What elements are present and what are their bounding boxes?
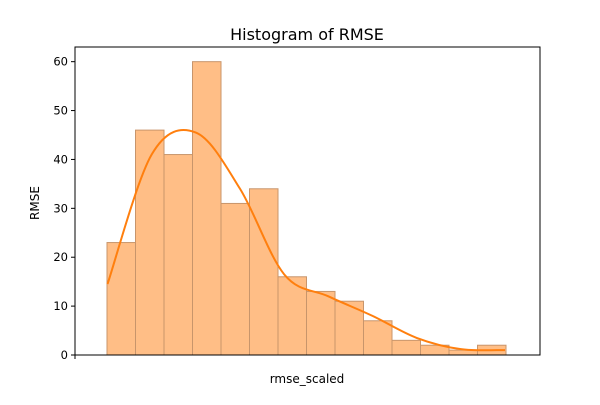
plot-area: 0 10 20 30 40 50 60 [53, 46, 541, 362]
density-curve [106, 129, 506, 352]
y-tick-label: 30 [53, 201, 68, 215]
histogram-bar [306, 290, 336, 356]
y-tick-label: 40 [53, 152, 68, 166]
histogram-bar [106, 242, 136, 356]
histogram-bar [220, 202, 250, 356]
histogram-bar [363, 320, 393, 356]
histogram-bar [163, 154, 193, 356]
y-tick-label: 60 [53, 55, 68, 69]
axes-frame [74, 46, 541, 356]
x-axis-label: rmse_scaled [270, 372, 345, 386]
histogram-bar [135, 129, 165, 356]
histogram-bar [391, 339, 421, 356]
y-tick-label: 0 [61, 348, 68, 362]
y-tick-label: 20 [53, 250, 68, 264]
chart-title: Histogram of RMSE [230, 25, 384, 44]
y-axis-label: RMSE [28, 186, 42, 220]
y-tick-label: 10 [53, 299, 68, 313]
histogram-bar [192, 61, 222, 356]
y-tick-label: 50 [53, 104, 68, 118]
